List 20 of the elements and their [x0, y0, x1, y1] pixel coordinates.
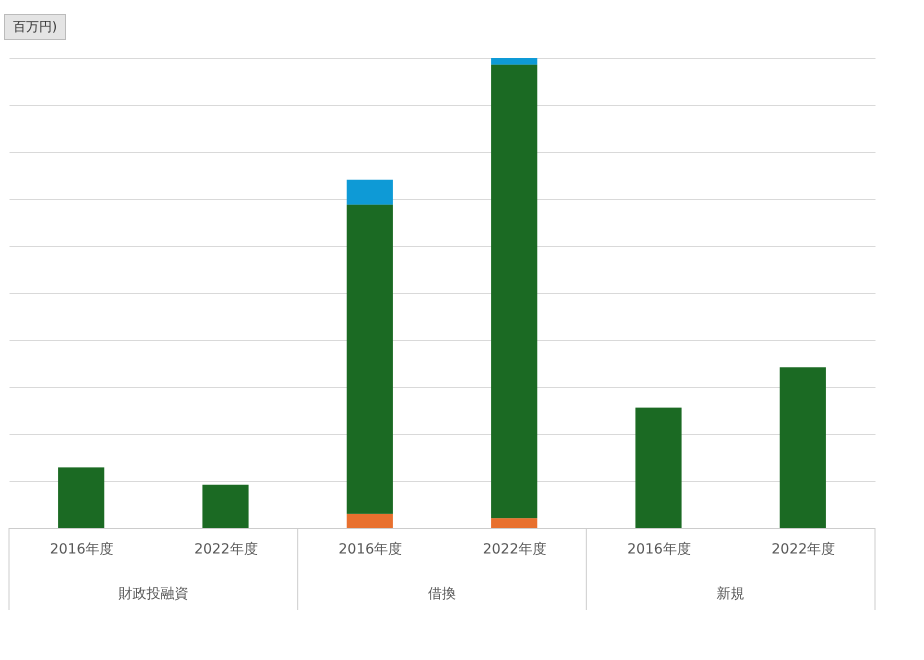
bar: [346, 204, 393, 514]
bar: [58, 467, 104, 528]
bar: [346, 180, 393, 205]
text: 新規: [716, 586, 745, 602]
x-tick-label: 2016年度: [50, 542, 114, 558]
bar: [491, 64, 538, 518]
x-tick-label: 2022年度: [194, 542, 258, 558]
bar: [635, 408, 682, 528]
bar: [346, 514, 393, 528]
x-tick-label: 2016年度: [627, 542, 691, 558]
bar: [780, 367, 826, 528]
text: 財政投融資: [118, 586, 188, 602]
x-tick-label: 2016年度: [338, 542, 402, 558]
y-axis-title: 百万円): [4, 14, 66, 40]
bar: [491, 58, 538, 65]
bar: [491, 518, 538, 528]
bar: [202, 484, 249, 528]
x-tick-label: 2022年度: [772, 542, 836, 558]
text: 借換: [428, 586, 456, 602]
x-tick-label: 2022年度: [482, 542, 546, 558]
